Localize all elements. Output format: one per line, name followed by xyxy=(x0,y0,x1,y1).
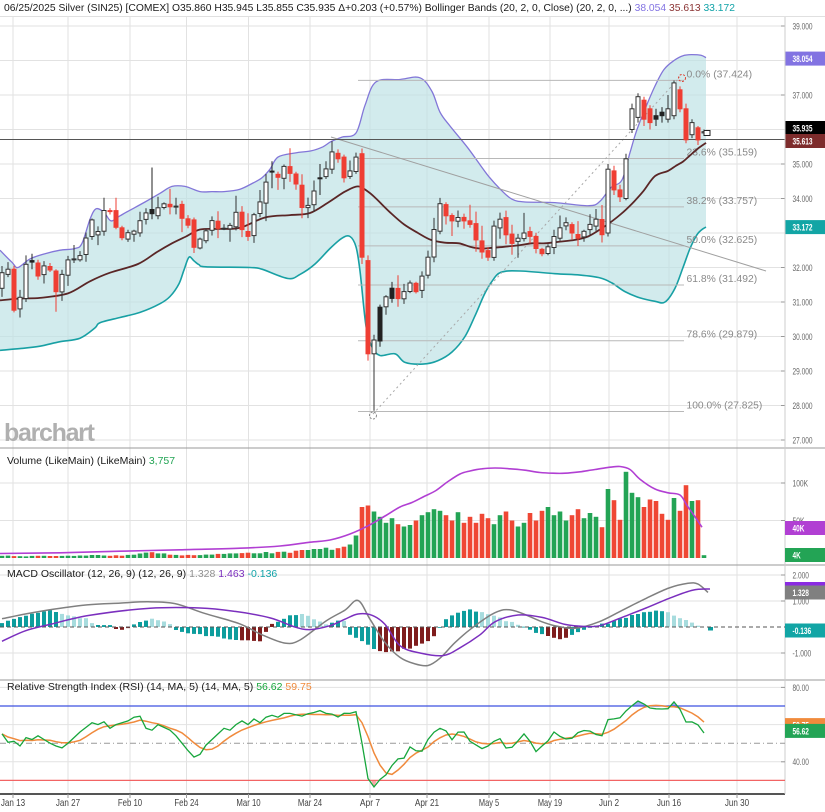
svg-text:-0.136: -0.136 xyxy=(793,626,812,637)
svg-text:-1.000: -1.000 xyxy=(793,648,812,659)
svg-text:100.0% (27.825): 100.0% (27.825) xyxy=(687,401,763,412)
svg-text:61.8% (31.492): 61.8% (31.492) xyxy=(687,274,758,285)
svg-text:Jun 30: Jun 30 xyxy=(725,797,749,809)
svg-text:Feb 24: Feb 24 xyxy=(174,797,198,809)
svg-text:23.6% (35.159): 23.6% (35.159) xyxy=(687,148,758,159)
svg-text:50.0% (32.625): 50.0% (32.625) xyxy=(687,235,758,246)
svg-text:100K: 100K xyxy=(793,478,809,489)
svg-text:Apr 7: Apr 7 xyxy=(360,797,380,809)
svg-text:38.2% (33.757): 38.2% (33.757) xyxy=(687,196,758,207)
svg-text:35.000: 35.000 xyxy=(793,159,813,170)
svg-text:MACD Oscillator (12, 26, 9) (: MACD Oscillator (12, 26, 9) (12, 26, 9) … xyxy=(7,568,277,580)
svg-text:2.000: 2.000 xyxy=(793,570,809,581)
svg-text:35.613: 35.613 xyxy=(793,136,813,147)
svg-text:80.00: 80.00 xyxy=(793,683,809,694)
svg-text:56.62: 56.62 xyxy=(793,726,809,737)
svg-text:29.000: 29.000 xyxy=(793,366,813,377)
svg-text:28.000: 28.000 xyxy=(793,401,813,412)
svg-text:Jan 13: Jan 13 xyxy=(1,797,25,809)
svg-text:Jun 16: Jun 16 xyxy=(657,797,681,809)
svg-text:34.000: 34.000 xyxy=(793,194,813,205)
svg-text:40K: 40K xyxy=(793,523,805,534)
svg-text:Volume (LikeMain) (LikeMain): Volume (LikeMain) (LikeMain) 3,757 xyxy=(7,455,175,467)
svg-text:31.000: 31.000 xyxy=(793,297,813,308)
svg-text:32.000: 32.000 xyxy=(793,263,813,274)
svg-text:27.000: 27.000 xyxy=(793,435,813,446)
svg-text:40.00: 40.00 xyxy=(793,757,809,768)
svg-text:barchart: barchart xyxy=(4,419,96,447)
svg-text:06/25/2025 Silver (SIN25) [COM: 06/25/2025 Silver (SIN25) [COMEX] O35.86… xyxy=(4,2,735,14)
svg-text:Mar 24: Mar 24 xyxy=(298,797,322,809)
svg-text:May 5: May 5 xyxy=(479,797,499,809)
svg-text:35.935: 35.935 xyxy=(793,123,813,134)
svg-text:Feb 10: Feb 10 xyxy=(118,797,142,809)
svg-text:Jun 2: Jun 2 xyxy=(599,797,619,809)
svg-text:33.172: 33.172 xyxy=(793,223,813,234)
svg-text:Apr 21: Apr 21 xyxy=(415,797,439,809)
svg-text:1.328: 1.328 xyxy=(793,588,809,599)
svg-text:Relative Strength Index (RSI): Relative Strength Index (RSI) (14, MA, 5… xyxy=(7,681,312,693)
svg-text:Mar 10: Mar 10 xyxy=(236,797,260,809)
svg-text:May 19: May 19 xyxy=(538,797,562,809)
svg-text:30.000: 30.000 xyxy=(793,332,813,343)
svg-text:39.000: 39.000 xyxy=(793,21,813,32)
svg-text:37.000: 37.000 xyxy=(793,90,813,101)
svg-text:0.0% (37.424): 0.0% (37.424) xyxy=(687,69,753,80)
svg-text:78.6% (29.879): 78.6% (29.879) xyxy=(687,330,758,341)
svg-text:Jan 27: Jan 27 xyxy=(56,797,80,809)
svg-text:38.054: 38.054 xyxy=(793,54,813,65)
svg-text:1.000: 1.000 xyxy=(793,596,809,607)
svg-text:4K: 4K xyxy=(793,550,801,561)
